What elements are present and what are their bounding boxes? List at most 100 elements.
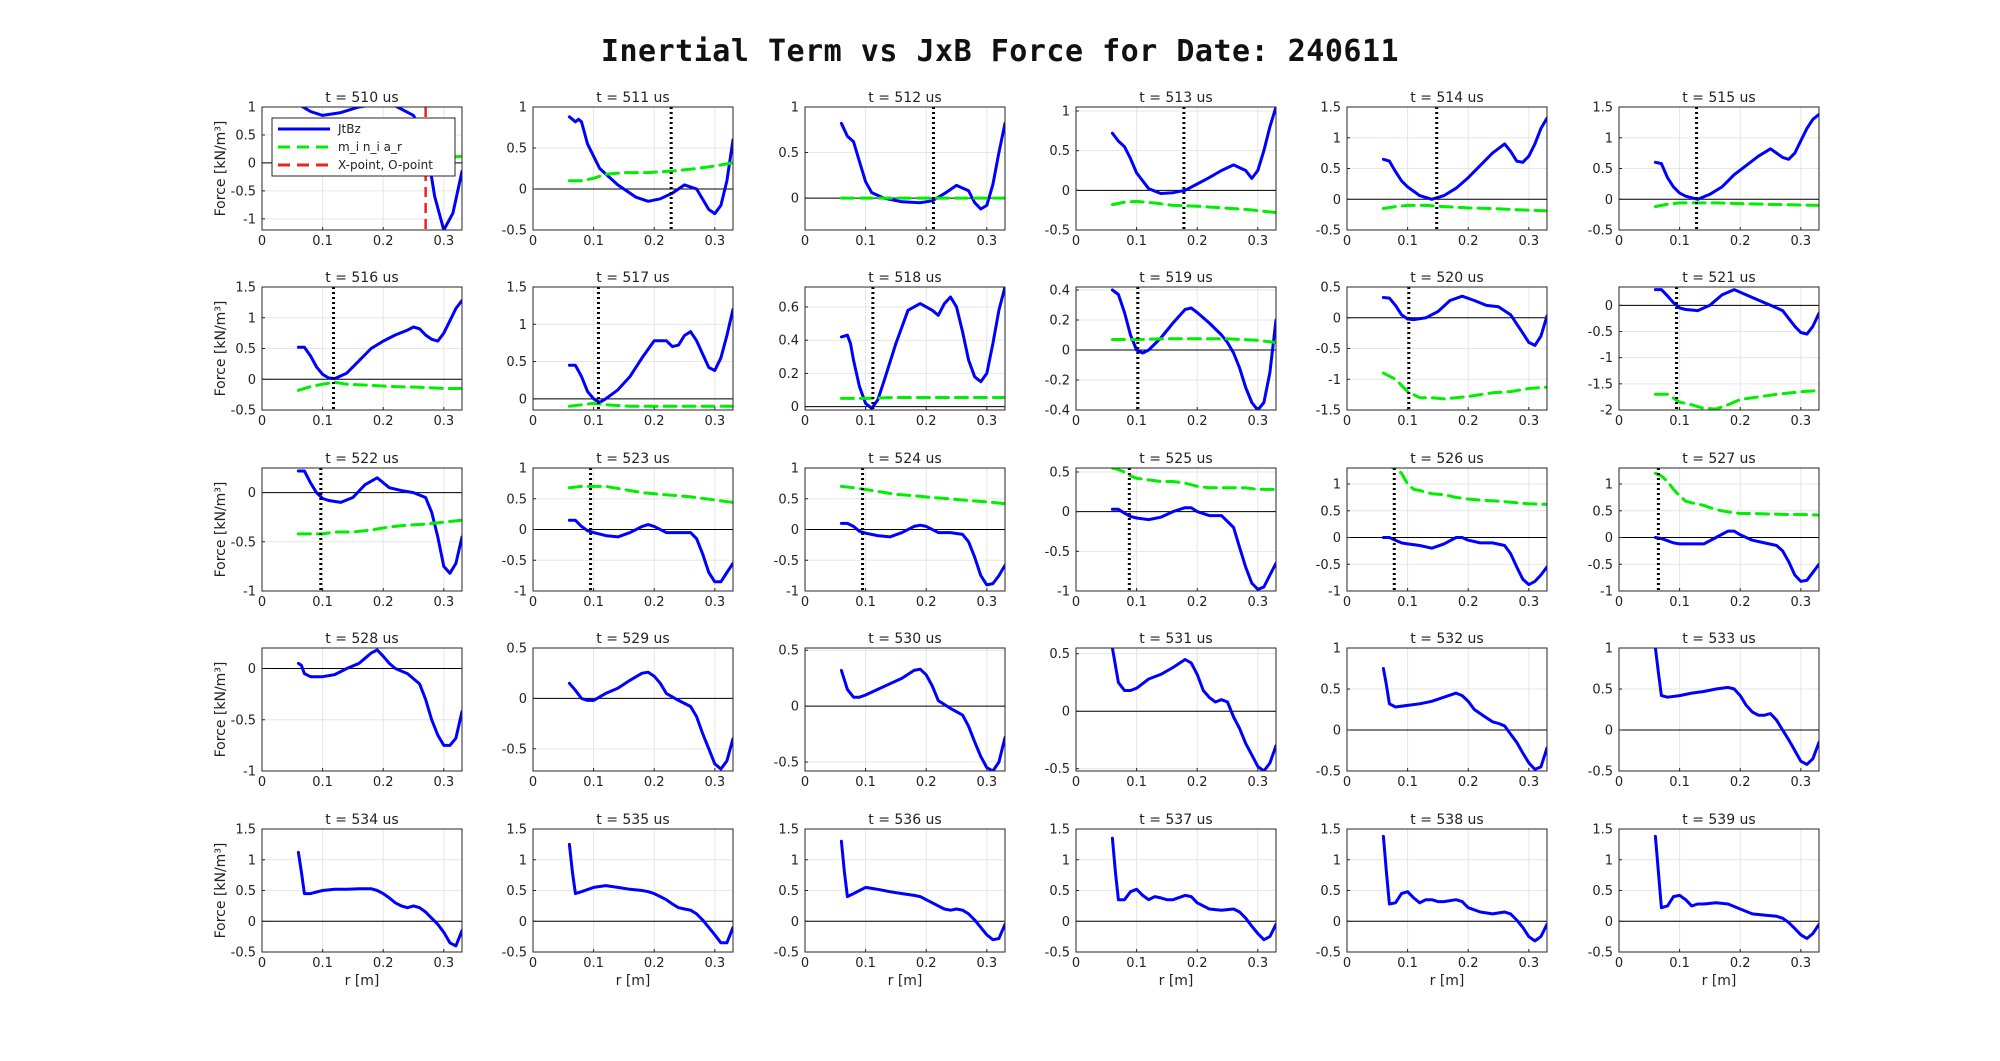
- y-tick-label: -0.4: [1045, 404, 1070, 419]
- y-tick-label: 0: [1333, 311, 1341, 326]
- x-tick-label: 0.1: [1397, 956, 1418, 971]
- series-inertial-line: [1110, 468, 1276, 491]
- figure-title: Inertial Term vs JxB Force for Date: 240…: [600, 34, 1400, 69]
- y-tick-label: 0.6: [778, 300, 799, 315]
- y-tick-label: 0.5: [235, 342, 256, 357]
- plot-area: [1076, 287, 1276, 410]
- y-tick-label: 1.5: [1320, 823, 1341, 838]
- plot-content: [533, 842, 733, 945]
- y-tick-label: 1.5: [506, 281, 527, 296]
- y-tick-label: 1.5: [1592, 823, 1613, 838]
- x-tick-label: 0.2: [1730, 595, 1751, 610]
- plot-content: [1619, 834, 1819, 940]
- subplot: 0 0.1 0.2 0.3 -1 -0.5 0 0.5 1 t = 526 us: [1316, 451, 1548, 610]
- x-tick-label: 0.1: [312, 775, 333, 790]
- x-tick-label: 0.3: [1790, 775, 1811, 790]
- x-tick-label: 0: [801, 414, 809, 429]
- y-tick-label: 0: [519, 692, 527, 707]
- y-tick-label: 0.5: [1592, 504, 1613, 519]
- subplot: 0 0.1 0.2 0.3 -1 -0.5 0 0.5 1 t = 524 us: [774, 451, 1006, 610]
- subplot: 0 0.1 0.2 0.3-0.500.511.5t = 535 usr [m]: [502, 812, 734, 989]
- y-axis-label: Force [kN/m³]: [213, 301, 229, 397]
- x-tick-label: 0.3: [1790, 956, 1811, 971]
- y-tick-label: 0: [791, 700, 799, 715]
- subplot-title: t = 522 us: [325, 451, 398, 467]
- x-tick-label: 0: [1615, 234, 1623, 249]
- subplot-title: t = 527 us: [1682, 451, 1755, 467]
- x-tick-label: 0: [1072, 414, 1080, 429]
- series-inertial-line: [567, 161, 733, 183]
- x-tick-label: 0.1: [1126, 414, 1147, 429]
- y-tick-label: -1: [786, 585, 799, 600]
- plot-area: [1076, 107, 1276, 230]
- plot-content: [262, 648, 462, 747]
- y-tick-label: 1: [519, 318, 527, 333]
- axes-frame: [1075, 106, 1277, 231]
- x-tick-label: 0: [258, 956, 266, 971]
- x-tick-label: 0.2: [1187, 595, 1208, 610]
- plot-content: [1619, 107, 1819, 230]
- subplot: 0 0.1 0.2 0.3 -1 -0.5 0 0.5 1 t = 527 us: [1588, 451, 1820, 610]
- subplot: 0 0.1 0.2 0.3-0.500.51t = 532 us: [1316, 631, 1548, 790]
- plot-area: [1076, 648, 1276, 771]
- subplot-title: t = 528 us: [325, 631, 398, 647]
- y-tick-label: -0.5: [774, 756, 799, 771]
- y-tick-label: 0: [791, 915, 799, 930]
- x-tick-label: 0.3: [433, 956, 454, 971]
- subplot-title: t = 512 us: [868, 90, 941, 106]
- x-tick-label: 0.1: [1397, 595, 1418, 610]
- subplot-title: t = 532 us: [1410, 631, 1483, 647]
- subplot-title: t = 537 us: [1139, 812, 1212, 828]
- y-tick-label: -0.5: [774, 554, 799, 569]
- x-tick-label: 0.1: [855, 775, 876, 790]
- subplot-title: t = 510 us: [325, 90, 398, 106]
- y-tick-label: -0.5: [1316, 765, 1341, 780]
- subplot: 0 0.1 0.2 0.3-0.500.51t = 533 us: [1588, 631, 1820, 790]
- plot-content: [1619, 648, 1819, 766]
- y-tick-label: 1: [791, 101, 799, 116]
- y-tick-label: 0: [519, 523, 527, 538]
- plot-content: [805, 107, 1005, 230]
- subplot-title: t = 534 us: [325, 812, 398, 828]
- subplot-title: t = 520 us: [1410, 270, 1483, 286]
- x-tick-label: 0: [1615, 956, 1623, 971]
- y-tick-label: 1: [519, 853, 527, 868]
- y-tick-label: 0: [519, 392, 527, 407]
- subplot: 0 0.1 0.2 0.3 -0.4 -0.2 0 0.2 0.4 t = 519 us: [1045, 270, 1277, 429]
- y-tick-label: 0.5: [1320, 884, 1341, 899]
- x-tick-label: 0.1: [1669, 234, 1690, 249]
- y-tick-label: -0.5: [1588, 325, 1613, 340]
- series-inertial-line: [1381, 371, 1547, 401]
- x-tick-label: 0.1: [1126, 595, 1147, 610]
- plot-area: [533, 648, 733, 771]
- x-tick-label: 0.3: [1518, 775, 1539, 790]
- y-tick-label: 0.4: [778, 334, 799, 349]
- x-tick-label: 0: [1615, 414, 1623, 429]
- x-tick-label: 0: [529, 775, 537, 790]
- y-tick-label: -0.5: [231, 713, 256, 728]
- y-tick-label: -0.5: [1316, 558, 1341, 573]
- x-tick-label: 0.2: [916, 956, 937, 971]
- series-jtbz-line: [567, 842, 733, 945]
- x-tick-label: 0.3: [1790, 234, 1811, 249]
- subplot-title: t = 516 us: [325, 270, 398, 286]
- x-tick-label: 0.2: [373, 956, 394, 971]
- axes-frame: [532, 106, 734, 231]
- x-tick-label: 0: [258, 234, 266, 249]
- series-inertial-line: [1653, 471, 1819, 517]
- axes-frame: [261, 647, 463, 772]
- y-tick-label: 0.5: [506, 492, 527, 507]
- x-tick-label: 0.1: [855, 234, 876, 249]
- x-axis-label: r [m]: [1702, 973, 1737, 989]
- plot-content: [262, 850, 462, 948]
- x-tick-label: 0.2: [1730, 956, 1751, 971]
- subplot-title: t = 521 us: [1682, 270, 1755, 286]
- y-tick-label: -0.5: [1316, 342, 1341, 357]
- y-tick-label: 0.5: [1592, 162, 1613, 177]
- x-tick-label: 0.2: [1187, 956, 1208, 971]
- axes-frame: [1346, 467, 1548, 592]
- x-tick-label: 0.3: [1790, 414, 1811, 429]
- series-inertial-line: [1110, 337, 1276, 344]
- y-tick-label: -0.5: [231, 535, 256, 550]
- y-tick-label: -1: [243, 585, 256, 600]
